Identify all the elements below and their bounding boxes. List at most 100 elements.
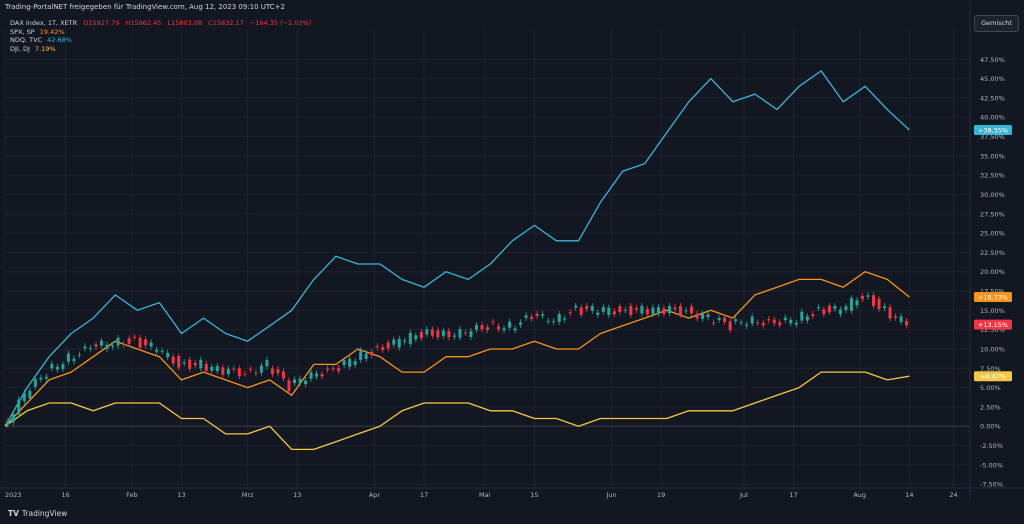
candle-body [276, 369, 280, 374]
candle-body [783, 317, 787, 321]
candle-body [888, 307, 892, 319]
candle-body [899, 316, 903, 322]
y-tick-label: 17.50% [980, 288, 1005, 296]
candle-body [452, 335, 456, 337]
candle-body [221, 367, 225, 375]
candle-body [684, 310, 688, 312]
price-badge [974, 371, 1012, 382]
legend-row-spx[interactable]: SPX, SP 19.42% [10, 28, 311, 37]
candle-body [866, 295, 870, 297]
x-tick-label: 2023 [5, 491, 22, 499]
candle-body [563, 318, 567, 320]
y-tick-label: 25.00% [980, 230, 1005, 238]
candle-body [855, 300, 859, 306]
x-tick-label: 17 [789, 491, 797, 499]
candle-body [298, 378, 302, 384]
x-tick-label: Mai [479, 491, 491, 499]
price-badge-label: +13.15% [978, 321, 1008, 329]
candle-body [66, 353, 70, 362]
legend-ndq-symbol: NDQ, TVC [10, 36, 43, 44]
candle-body [287, 380, 291, 392]
candle-body [794, 322, 798, 325]
candle-body [392, 339, 396, 345]
candle-body [100, 340, 103, 346]
y-tick-label: 27.50% [980, 210, 1005, 218]
candle-body [425, 329, 429, 335]
y-tick-label: 12.50% [980, 326, 1005, 334]
legend-row-ndq[interactable]: NDQ, TVC 42.68% [10, 36, 311, 45]
candle-body [232, 368, 236, 370]
candle-body [326, 368, 330, 370]
candle-body [789, 319, 793, 324]
y-tick-label: 40.00% [980, 114, 1005, 122]
legend-change: −164.35 (−1.03%) [249, 19, 312, 27]
candle-body [690, 306, 694, 314]
candle-body [309, 372, 313, 379]
tradingview-brand[interactable]: TV TradingView [8, 509, 67, 518]
candle-body [508, 321, 512, 328]
candle-body [717, 317, 721, 320]
candle-body [872, 295, 875, 307]
candle-body [331, 368, 335, 370]
candle-body [734, 319, 738, 322]
candle-body [463, 332, 467, 334]
candle-body [122, 344, 126, 346]
candle-body [403, 340, 407, 342]
x-tick-label: 15 [530, 491, 538, 499]
candle-body [811, 314, 815, 317]
candle-body [568, 312, 572, 314]
candle-body [474, 325, 478, 330]
candle-body [728, 321, 732, 331]
legend: DAX Index, 1T, XETR O15927.79 H15962.45 … [10, 19, 311, 53]
candle-body [579, 307, 583, 315]
candle-body [414, 335, 418, 340]
candle-body [535, 313, 539, 317]
candle-body [419, 331, 423, 339]
x-tick-label: 14 [905, 491, 913, 499]
price-badge-label: +38.35% [978, 126, 1008, 134]
candle-body [645, 308, 649, 315]
candle-body [585, 306, 589, 310]
y-tick-label: 5.00% [980, 384, 1001, 392]
x-tick-label: 17 [420, 491, 428, 499]
y-tick-label: 32.50% [980, 172, 1005, 180]
candle-body [105, 344, 109, 349]
candle-body [618, 306, 622, 313]
candle-body [629, 305, 633, 315]
candle-body [469, 331, 473, 338]
candle-body [838, 309, 842, 315]
legend-low: L15803.08 [167, 19, 203, 27]
candle-body [905, 321, 909, 326]
candle-body [215, 366, 219, 372]
y-tick-label: 30.00% [980, 191, 1005, 199]
candle-body [849, 298, 853, 311]
candle-body [166, 352, 170, 358]
candle-body [144, 339, 148, 346]
legend-row-dji[interactable]: DJI, DJ 7.19% [10, 45, 311, 54]
y-tick-label: -2.50% [980, 442, 1003, 450]
y-tick-label: 15.00% [980, 307, 1005, 315]
legend-dji-value: 7.19% [34, 44, 56, 53]
candle-body [546, 321, 550, 323]
scale-mode-button[interactable]: Gemischt [974, 15, 1019, 32]
legend-high: H15962.45 [125, 19, 162, 27]
candle-body [281, 371, 285, 379]
brand-name: TradingView [21, 509, 68, 518]
candle-body [17, 399, 21, 415]
candle-body [596, 312, 600, 315]
candle-body [502, 328, 506, 331]
candle-body [860, 295, 864, 300]
legend-main-row[interactable]: DAX Index, 1T, XETR O15927.79 H15962.45 … [10, 19, 311, 28]
candle-body [83, 346, 87, 349]
candle-body [61, 364, 65, 370]
x-tick-label: Jun [605, 491, 616, 499]
legend-main-symbol: DAX Index, 1T, XETR [10, 19, 78, 27]
candle-body [199, 359, 203, 369]
candle-body [204, 363, 208, 371]
y-tick-label: 42.50% [980, 94, 1005, 102]
y-tick-label: 35.00% [980, 152, 1005, 160]
candle-body [701, 313, 705, 319]
candle-body [94, 344, 98, 347]
candle-body [673, 307, 677, 310]
